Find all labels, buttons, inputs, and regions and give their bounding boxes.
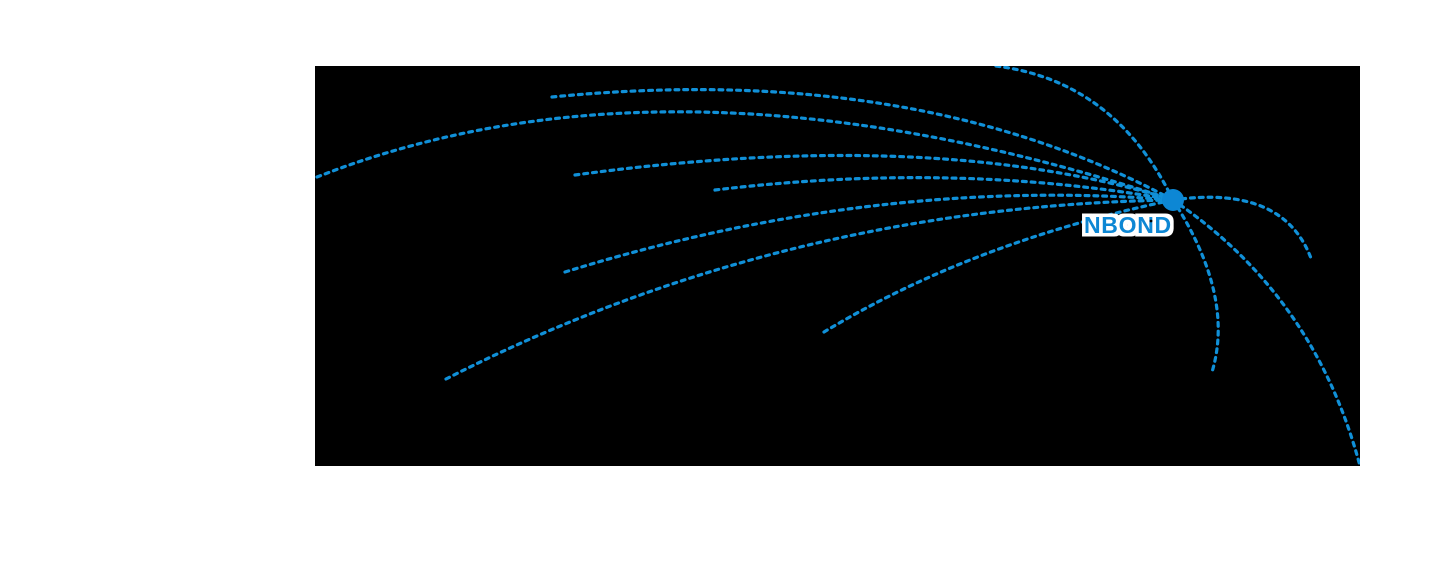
svg-text:NBOND: NBOND xyxy=(1084,212,1172,238)
